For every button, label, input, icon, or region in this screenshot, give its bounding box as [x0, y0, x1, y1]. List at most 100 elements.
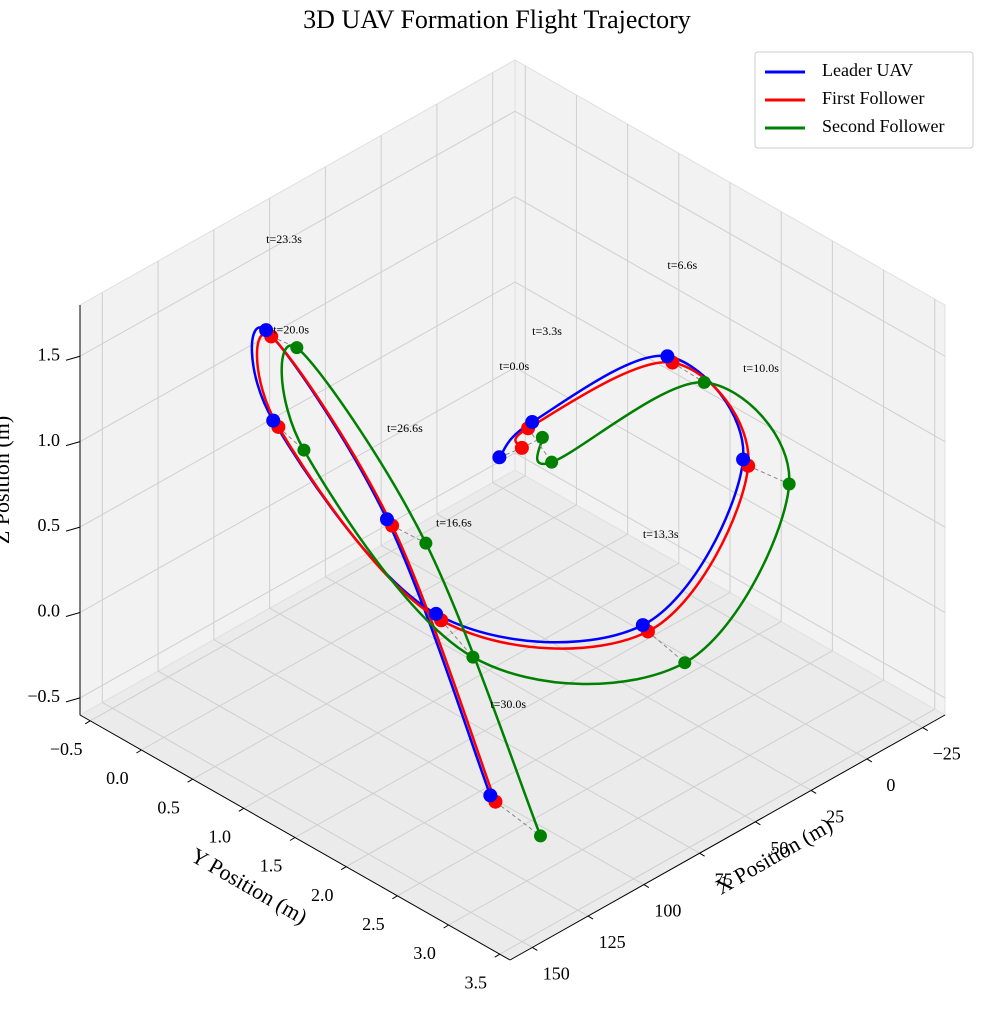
- position-marker: [290, 341, 304, 355]
- grid-line: [79, 196, 516, 443]
- grid-line: [79, 110, 516, 357]
- time-annotation: t=3.3s: [532, 324, 562, 338]
- x-tick: [587, 915, 594, 920]
- z-tick: [65, 441, 81, 447]
- x-tick-label: 25: [826, 807, 844, 827]
- formation-link: [647, 631, 686, 664]
- time-annotation: t=6.6s: [667, 258, 697, 272]
- grid-line: [514, 452, 946, 699]
- chart-title: 3D UAV Formation Flight Trajectory: [303, 5, 691, 34]
- legend-label: Second Follower: [822, 116, 944, 136]
- position-marker: [429, 606, 444, 621]
- x-tick: [922, 727, 928, 731]
- x-tick-label: −25: [933, 744, 961, 764]
- y-tick: [443, 924, 449, 929]
- grid-line: [294, 592, 731, 838]
- position-marker: [678, 656, 692, 670]
- z-tick: [65, 526, 81, 532]
- legend-box: [754, 51, 974, 149]
- grid-line: [79, 367, 516, 613]
- z-tick-label: 1.5: [38, 344, 61, 364]
- grid-line: [514, 110, 946, 357]
- y-tick-label: 1.5: [260, 856, 283, 876]
- z-tick: [65, 697, 81, 703]
- x-tick-label: 125: [599, 932, 626, 952]
- position-marker: [660, 349, 675, 364]
- y-axis-line: [79, 714, 511, 961]
- x-tick: [866, 758, 873, 763]
- plot-area: t=0.0s t=3.3s t=6.6s t=10.0s t=13.3s t=16.6s t…: [250, 232, 796, 843]
- y-tick-label: 2.0: [311, 885, 334, 905]
- x-tick-label: 75: [715, 869, 733, 889]
- axes: −25 0 25 50 75 100 125 150 −0.5 0.0 0.5 1.0 1.5 2.0 2.…: [27, 305, 961, 992]
- z-tick: [65, 612, 81, 617]
- grid-line: [514, 196, 946, 443]
- position-marker: [419, 536, 433, 550]
- z-tick-label: 1.0: [38, 430, 61, 450]
- position-marker: [533, 829, 547, 843]
- grid-line: [192, 533, 628, 780]
- position-marker: [736, 452, 751, 467]
- x-tick-label: 150: [543, 964, 570, 984]
- y-tick: [494, 953, 501, 958]
- legend-label: Leader UAV: [822, 60, 913, 80]
- time-annotation: t=26.6s: [387, 421, 423, 435]
- grid-line: [79, 452, 516, 699]
- z-tick-label: −0.5: [27, 686, 60, 706]
- x-axis-line: [509, 714, 946, 961]
- position-marker: [379, 512, 394, 527]
- y-tick-label: 0.0: [106, 768, 129, 788]
- y-tick-label: 3.0: [413, 943, 436, 963]
- time-annotation: t=23.3s: [266, 232, 302, 246]
- z-tick: [65, 355, 81, 361]
- position-marker: [483, 788, 498, 803]
- legend: Leader UAV First Follower Second Follower: [754, 51, 974, 149]
- y-tick-label: 3.5: [465, 972, 488, 992]
- y-tick: [136, 749, 142, 754]
- time-annotation: t=16.6s: [436, 516, 472, 530]
- position-marker: [259, 323, 274, 338]
- x-tick: [643, 884, 650, 889]
- grid-line: [79, 281, 516, 528]
- x-tick: [532, 947, 538, 951]
- position-marker: [782, 477, 796, 491]
- y-tick-label: 2.5: [362, 914, 385, 934]
- x-tick: [699, 852, 705, 857]
- x-tick-label: 0: [886, 775, 895, 795]
- formation-link: [495, 801, 541, 837]
- position-marker: [466, 650, 480, 664]
- position-marker: [535, 430, 549, 444]
- y-tick: [392, 895, 398, 900]
- x-tick-label: 50: [770, 838, 788, 858]
- grid-line: [345, 621, 782, 868]
- time-annotation: t=10.0s: [743, 361, 779, 375]
- position-marker: [492, 450, 507, 465]
- y-tick: [238, 807, 245, 812]
- formation-link: [748, 465, 790, 485]
- y-tick-label: 0.5: [157, 797, 180, 817]
- legend-label: First Follower: [822, 88, 925, 108]
- y-tick: [187, 778, 193, 783]
- grid-line: [89, 475, 526, 722]
- grid-line: [499, 708, 936, 955]
- grid-line: [243, 562, 680, 809]
- trajectory-line: [280, 344, 791, 837]
- z-tick-label: 0.0: [38, 601, 61, 621]
- time-annotation: t=30.0s: [490, 697, 526, 711]
- y-tick: [84, 720, 91, 725]
- x-tick: [810, 789, 817, 794]
- formation-link: [440, 619, 474, 658]
- time-annotation: t=20.0s: [273, 322, 309, 336]
- x-tick: [755, 821, 761, 826]
- time-annotation: t=0.0s: [499, 359, 529, 373]
- z-tick-label: 0.5: [38, 515, 61, 535]
- z-axis-label: Z Position (m): [0, 416, 14, 544]
- position-marker: [545, 455, 559, 469]
- grid-line: [514, 367, 946, 613]
- y-tick: [289, 837, 296, 841]
- position-marker: [697, 375, 711, 389]
- position-marker: [514, 440, 529, 455]
- grid-line: [397, 650, 833, 897]
- y-tick-label: −0.5: [50, 739, 83, 759]
